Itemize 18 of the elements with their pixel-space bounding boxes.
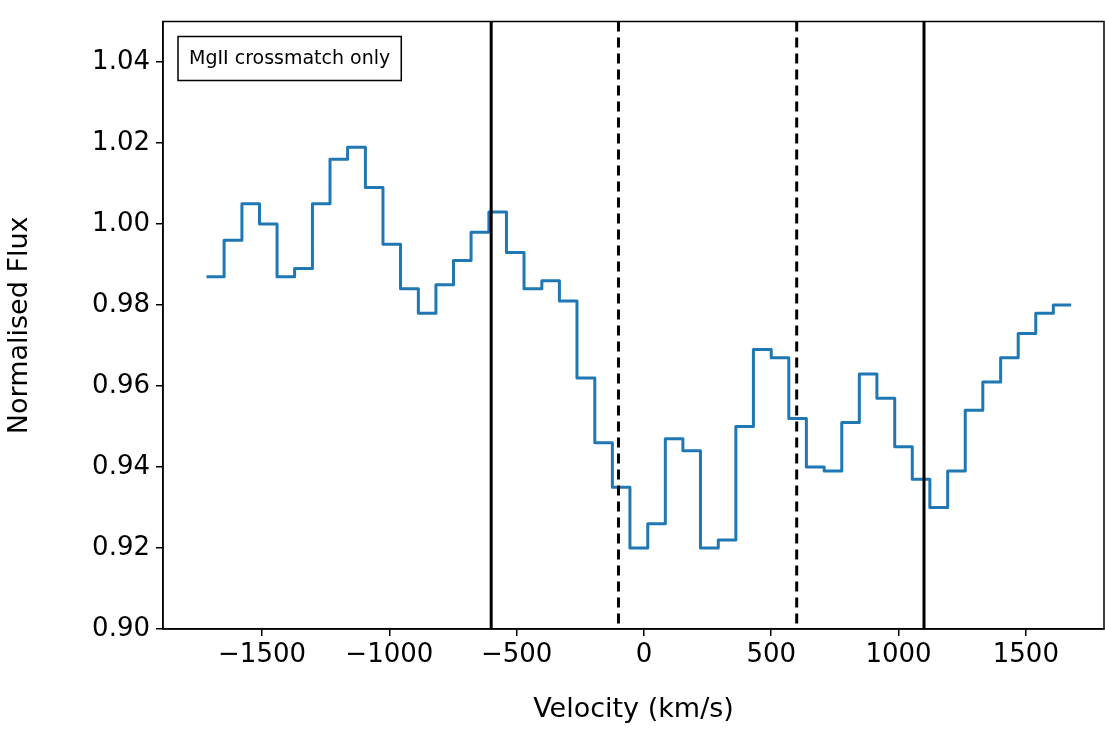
x-tick-label: 1000 [865,638,932,669]
x-axis-title: Velocity (km/s) [533,691,734,723]
x-tick-label: 500 [746,638,797,669]
annotation: MgII crossmatch only [189,45,391,68]
x-tick-label: 0 [635,638,653,669]
y-axis-title: Normalised Flux [2,216,34,435]
y-tick-label: 0.90 [92,611,150,642]
y-tick-label: 0.92 [92,530,150,561]
x-tick-label: −500 [480,638,553,669]
y-tick-label: 0.94 [92,449,150,480]
x-tick-label: 1500 [992,638,1059,669]
y-tick-label: 1.02 [92,125,150,156]
x-tick-label: −1500 [218,638,307,669]
y-tick-label: 1.04 [92,44,150,75]
y-tick-label: 0.98 [92,287,150,318]
y-tick-label: 1.00 [92,206,150,237]
x-tick-label: −1000 [345,638,434,669]
y-tick-label: 0.96 [92,368,150,399]
